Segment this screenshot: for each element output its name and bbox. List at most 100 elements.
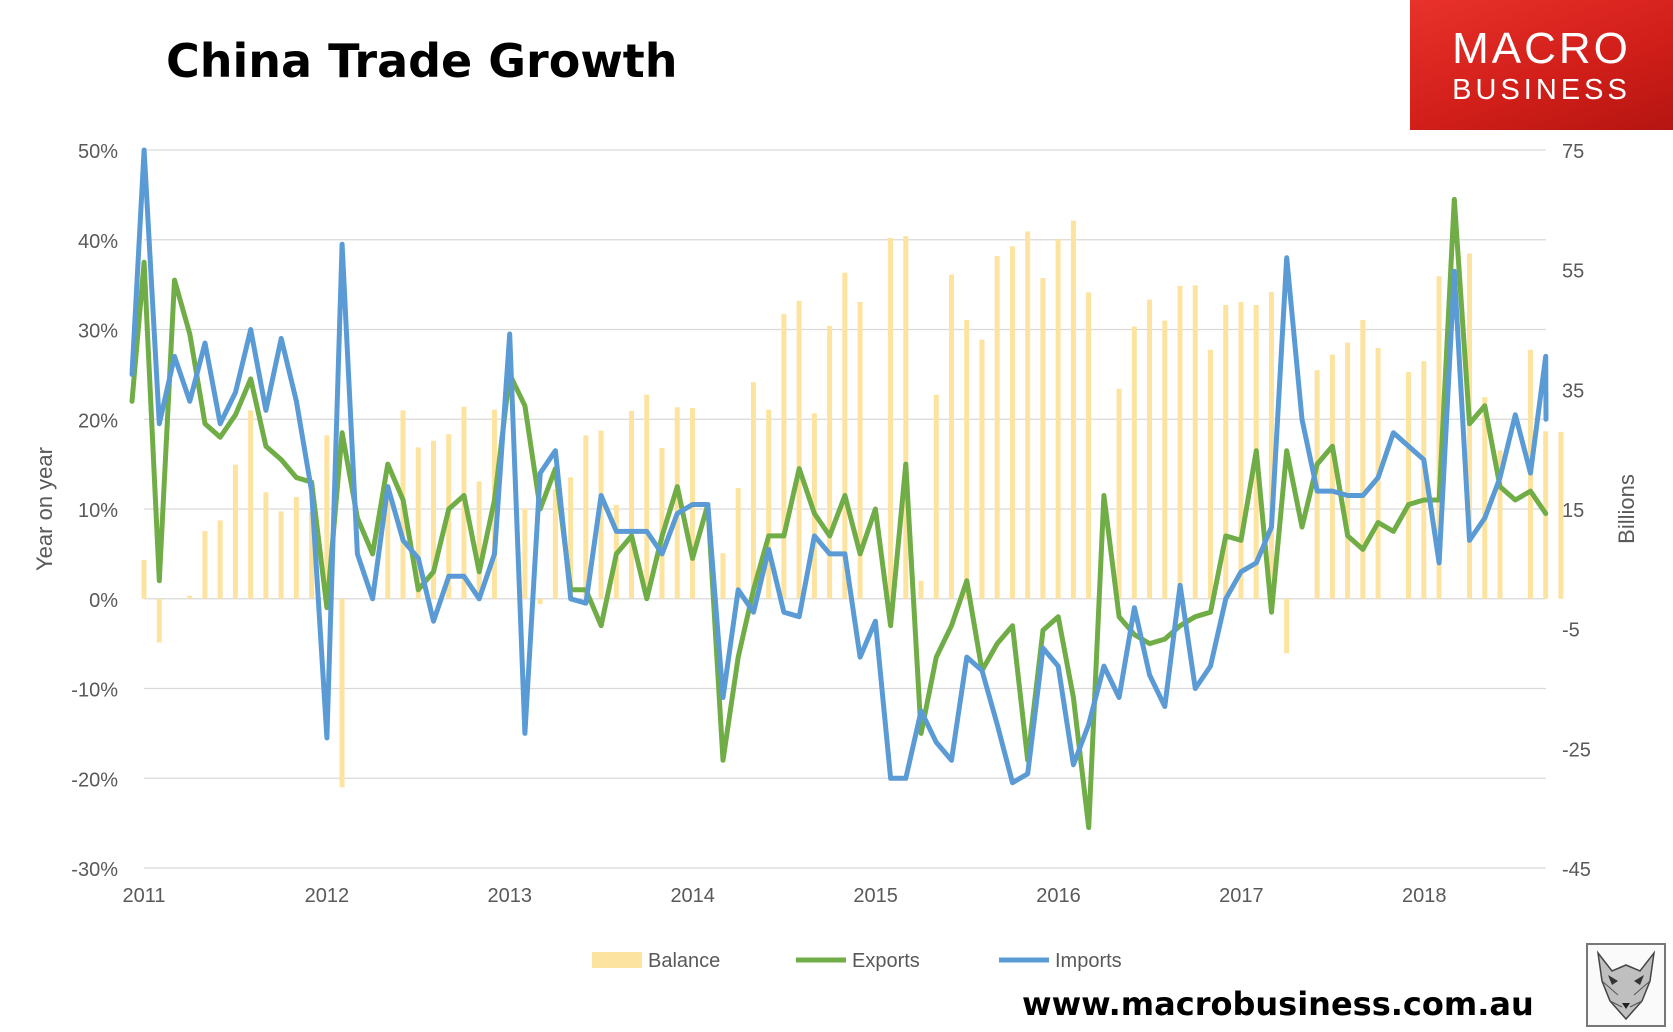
balance-bar	[1086, 292, 1092, 599]
balance-bar	[827, 325, 833, 599]
balance-bar	[994, 255, 1000, 599]
balance-bar	[522, 508, 528, 599]
left-tick-label: 30%	[78, 321, 118, 343]
left-tick-label: -20%	[71, 769, 118, 791]
x-tick-label: 2011	[122, 885, 165, 907]
balance-bar	[1147, 299, 1153, 599]
right-tick-label: 15	[1562, 500, 1584, 522]
balance-bar	[979, 339, 985, 599]
balance-bar	[278, 511, 284, 599]
balance-bar	[1436, 276, 1442, 599]
balance-bar	[1192, 285, 1198, 599]
balance-bar	[659, 447, 665, 599]
balance-bar	[1116, 388, 1122, 599]
y-axis-left-title: Year on year	[32, 447, 57, 571]
balance-bar	[156, 598, 162, 643]
right-tick-label: 75	[1562, 141, 1584, 163]
x-tick-label: 2018	[1402, 885, 1447, 907]
x-tick-label: 2012	[305, 885, 350, 907]
x-tick-label: 2016	[1036, 885, 1081, 907]
balance-bar	[339, 598, 345, 788]
balance-bar	[1055, 239, 1061, 599]
balance-bar	[415, 447, 421, 599]
balance-bar	[202, 531, 208, 599]
balance-bar	[750, 382, 756, 599]
balance-bar	[1223, 304, 1229, 599]
balance-bar	[1421, 361, 1427, 599]
balance-bar	[735, 488, 741, 599]
balance-bar	[1025, 231, 1031, 599]
balance-bar	[1040, 278, 1046, 599]
left-tick-label: -30%	[71, 859, 118, 881]
balance-bar	[842, 272, 848, 599]
brand-line2: BUSINESS	[1452, 74, 1631, 106]
balance-bar	[263, 492, 269, 599]
balance-bar	[1070, 220, 1076, 599]
axis-labels: 50% 40% 30% 20% 10% 0% -10% -20% -30% 75 55 35 15 -5 -…	[32, 141, 1639, 907]
balance-bar	[1131, 326, 1137, 599]
chart-title: China Trade Growth	[166, 34, 678, 88]
right-tick-label: -45	[1562, 859, 1591, 881]
right-tick-label: 35	[1562, 380, 1584, 402]
exports-line	[129, 196, 1549, 831]
balance-bar	[766, 409, 772, 599]
macrobusiness-logo: MACRO BUSINESS	[1410, 0, 1673, 130]
left-tick-label: -10%	[71, 680, 118, 702]
balance-bar	[598, 430, 604, 599]
balance-bar	[948, 274, 954, 599]
balance-bar	[629, 410, 635, 599]
balance-bar	[324, 435, 330, 599]
balance-bar	[141, 559, 147, 599]
balance-bar	[1238, 301, 1244, 599]
balance-bar	[781, 313, 787, 599]
x-tick-label: 2015	[853, 885, 898, 907]
legend-label: Balance	[648, 950, 720, 972]
balance-bar	[1268, 291, 1274, 599]
balance-bar	[187, 595, 193, 599]
legend-swatch-balance	[592, 952, 642, 968]
balance-bar	[248, 410, 254, 599]
balance-bar	[720, 553, 726, 599]
balance-bar	[1329, 354, 1335, 599]
right-tick-label: -5	[1562, 620, 1580, 642]
balance-bar	[583, 435, 589, 599]
left-tick-label: 10%	[78, 500, 118, 522]
x-tick-label: 2013	[488, 885, 533, 907]
brand-line1: MACRO	[1452, 24, 1631, 73]
balance-bar	[1009, 246, 1015, 599]
balance-bar	[933, 394, 939, 599]
left-tick-label: 20%	[78, 410, 118, 432]
balance-bar	[217, 520, 223, 599]
chart-legend: Balance Exports Imports	[592, 950, 1122, 972]
balance-bar	[1360, 319, 1366, 599]
x-tick-label: 2017	[1219, 885, 1264, 907]
balance-bar	[568, 477, 574, 599]
left-tick-label: 0%	[89, 590, 118, 612]
balance-bar	[293, 497, 299, 599]
balance-bar	[1497, 450, 1503, 599]
balance-bar	[888, 237, 894, 599]
balance-bar	[1162, 320, 1168, 599]
balance-bar	[1406, 371, 1412, 599]
left-tick-label: 40%	[78, 231, 118, 253]
legend-label: Imports	[1055, 950, 1122, 972]
balance-bar	[674, 407, 680, 599]
balance-bar	[1345, 342, 1351, 599]
balance-bar	[1558, 431, 1564, 599]
y-axis-right-title: Billions	[1614, 474, 1639, 544]
imports-line	[129, 147, 1549, 786]
balance-bar	[1284, 598, 1290, 654]
balance-bar	[857, 301, 863, 599]
balance-bar	[537, 598, 543, 605]
balance-bar	[964, 319, 970, 599]
balance-bar	[476, 481, 482, 599]
balance-bar	[796, 300, 802, 599]
balance-bar	[232, 464, 238, 599]
x-tick-label: 2014	[670, 885, 715, 907]
balance-bar	[430, 440, 436, 599]
left-tick-label: 50%	[78, 141, 118, 163]
right-tick-label: 55	[1562, 261, 1584, 283]
series-lines	[129, 147, 1549, 831]
fox-logo	[1586, 943, 1666, 1027]
